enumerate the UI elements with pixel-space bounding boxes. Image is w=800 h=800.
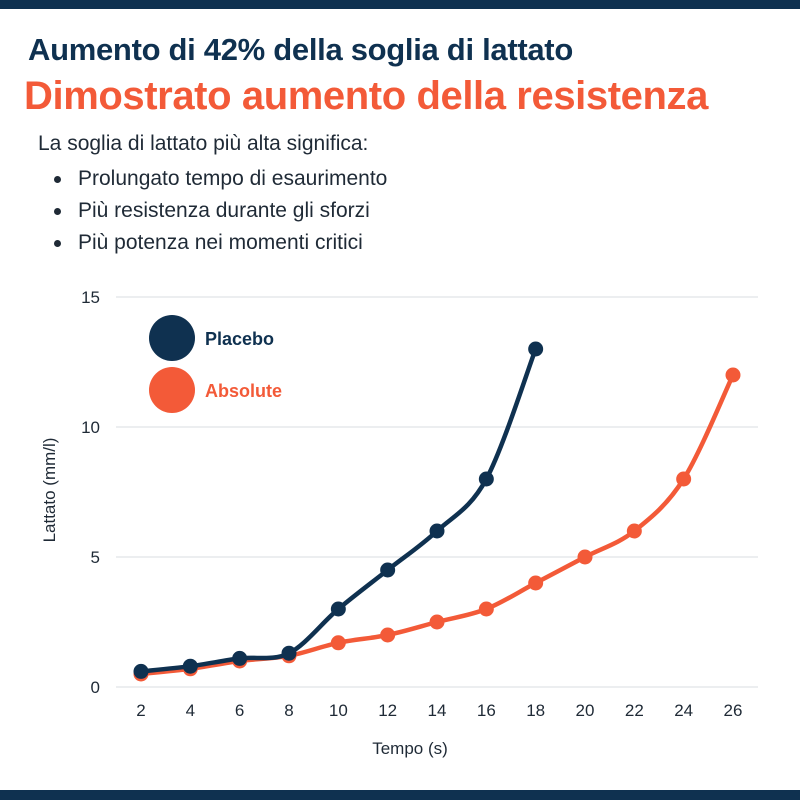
y-tick-label: 10 bbox=[81, 418, 100, 437]
data-point-absolute bbox=[577, 549, 593, 565]
data-point-absolute bbox=[626, 523, 642, 539]
data-point-placebo bbox=[182, 658, 198, 674]
data-point-absolute bbox=[330, 635, 346, 651]
data-point-placebo bbox=[133, 663, 149, 679]
data-point-absolute bbox=[528, 575, 544, 591]
bottom-accent-bar bbox=[0, 790, 800, 800]
page-subtitle: Dimostrato aumento della resistenza bbox=[24, 74, 708, 118]
data-point-placebo bbox=[330, 601, 346, 617]
benefit-list: Prolungato tempo di esaurimento Più resi… bbox=[54, 163, 387, 259]
x-tick-label: 20 bbox=[576, 701, 595, 720]
x-tick-label: 18 bbox=[526, 701, 545, 720]
x-tick-label: 26 bbox=[724, 701, 743, 720]
benefit-item: Prolungato tempo di esaurimento bbox=[54, 163, 387, 195]
data-point-placebo bbox=[232, 650, 248, 666]
x-tick-label: 16 bbox=[477, 701, 496, 720]
data-point-absolute bbox=[725, 367, 741, 383]
x-tick-label: 2 bbox=[136, 701, 145, 720]
data-point-placebo bbox=[380, 562, 396, 578]
x-tick-label: 4 bbox=[186, 701, 195, 720]
x-axis-title: Tempo (s) bbox=[372, 739, 448, 758]
page-title: Aumento di 42% della soglia di lattato bbox=[28, 32, 573, 67]
x-tick-label: 8 bbox=[284, 701, 293, 720]
data-point-absolute bbox=[380, 627, 396, 643]
y-tick-label: 0 bbox=[91, 678, 100, 697]
x-tick-label: 22 bbox=[625, 701, 644, 720]
data-point-absolute bbox=[429, 614, 445, 630]
data-point-absolute bbox=[676, 471, 692, 487]
y-tick-label: 15 bbox=[81, 288, 100, 307]
legend-label-placebo: Placebo bbox=[205, 329, 274, 349]
legend-label-absolute: Absolute bbox=[205, 381, 282, 401]
data-point-placebo bbox=[528, 341, 544, 357]
x-tick-label: 12 bbox=[378, 701, 397, 720]
x-tick-label: 10 bbox=[329, 701, 348, 720]
data-point-absolute bbox=[478, 601, 494, 617]
legend-marker-placebo bbox=[149, 315, 195, 361]
x-tick-label: 6 bbox=[235, 701, 244, 720]
benefit-item: Più resistenza durante gli sforzi bbox=[54, 195, 387, 227]
intro-text: La soglia di lattato più alta significa: bbox=[38, 132, 369, 155]
data-point-placebo bbox=[429, 523, 445, 539]
y-tick-label: 5 bbox=[91, 548, 100, 567]
benefit-item: Più potenza nei momenti critici bbox=[54, 227, 387, 259]
legend-marker-absolute bbox=[149, 367, 195, 413]
x-tick-label: 24 bbox=[674, 701, 693, 720]
x-tick-label: 14 bbox=[428, 701, 447, 720]
series-line-placebo bbox=[138, 346, 538, 674]
y-axis-title: Lattato (mm/l) bbox=[40, 438, 59, 543]
data-point-placebo bbox=[281, 645, 297, 661]
top-accent-bar bbox=[0, 0, 800, 9]
data-point-placebo bbox=[478, 471, 494, 487]
